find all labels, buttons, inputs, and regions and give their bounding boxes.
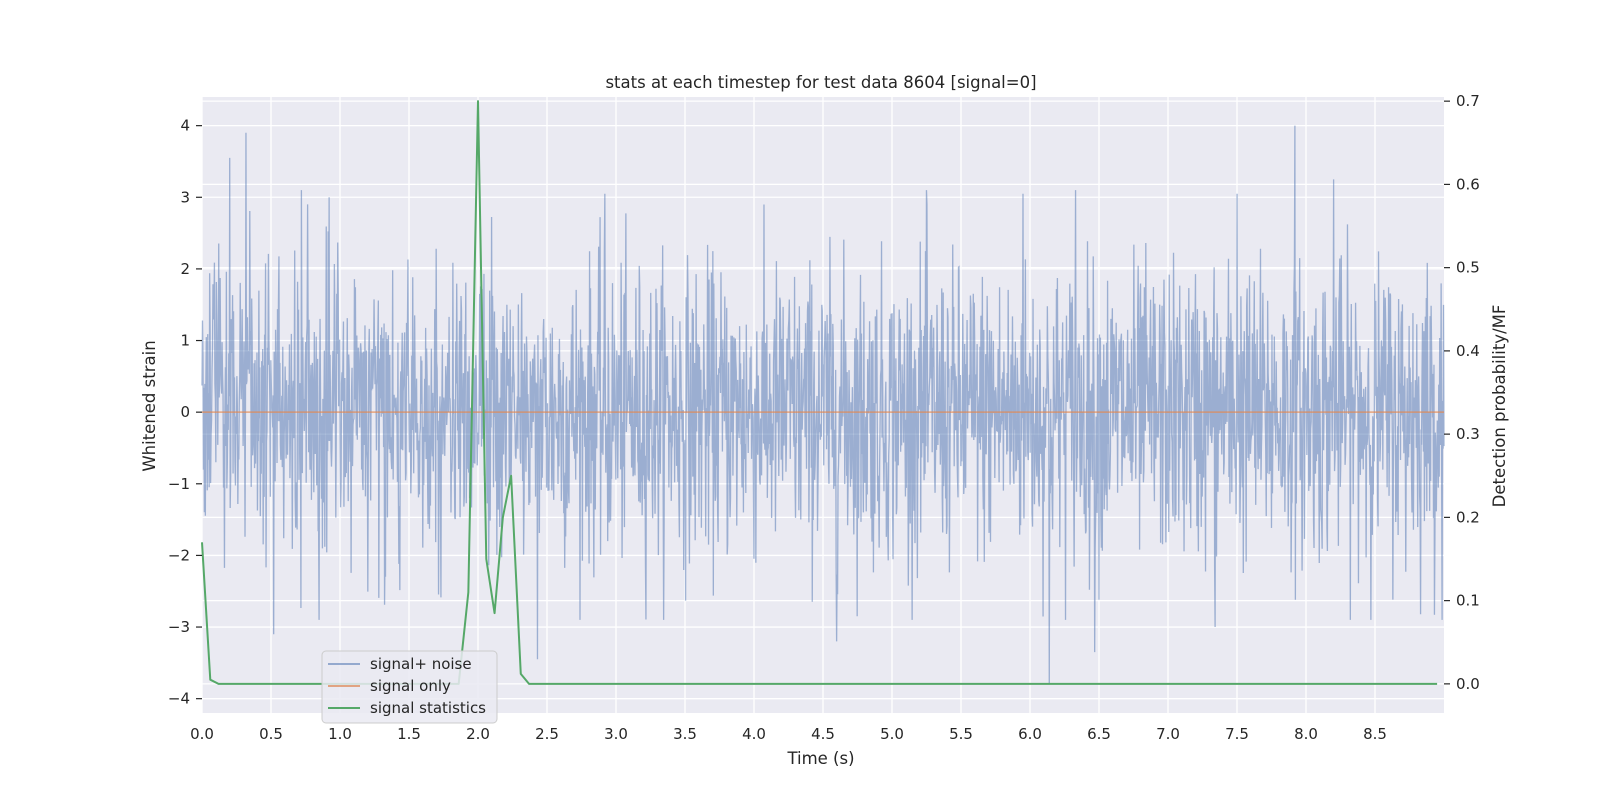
x-tick-label: 3.5 xyxy=(673,725,697,743)
y2-tick-label: 0.7 xyxy=(1456,92,1480,110)
series-line-signal-noise xyxy=(201,125,1445,685)
x-tick-label: 5.5 xyxy=(949,725,973,743)
x-tick-label: 7.5 xyxy=(1225,725,1249,743)
x-tick-label: 5.0 xyxy=(880,725,904,743)
x-tick-label: 6.0 xyxy=(1018,725,1042,743)
legend-box xyxy=(321,650,498,724)
y-axis-ticks: 4 3 2 1 0 −1 −2 −3 −4 xyxy=(168,117,202,708)
x-tick-label: 7.0 xyxy=(1156,725,1180,743)
x-tick-label: 2.5 xyxy=(535,725,559,743)
y-tick-label: 1 xyxy=(180,332,190,350)
x-tick-label: 4.5 xyxy=(811,725,835,743)
x-tick-label: 3.0 xyxy=(604,725,628,743)
plot-series xyxy=(201,100,1445,685)
x-tick-label: 1.0 xyxy=(328,725,352,743)
y2-tick-label: 0.0 xyxy=(1456,675,1480,693)
x-tick-label: 1.5 xyxy=(397,725,421,743)
y2-tick-label: 0.3 xyxy=(1456,425,1480,443)
x-tick-label: 4.0 xyxy=(742,725,766,743)
y2-axis-label: Detection probability/MF xyxy=(1490,305,1509,508)
x-tick-label: 2.0 xyxy=(466,725,490,743)
y-tick-label: 3 xyxy=(180,188,190,206)
y2-tick-label: 0.2 xyxy=(1456,508,1480,526)
y2-tick-label: 0.5 xyxy=(1456,259,1480,277)
legend-label-signal-only: signal only xyxy=(370,677,451,695)
y-tick-label: 2 xyxy=(180,260,190,278)
y-tick-label: 4 xyxy=(180,117,190,135)
y-axis-label: Whitened strain xyxy=(140,340,159,471)
x-axis-ticks: 0.0 0.5 1.0 1.5 2.0 2.5 3.0 3.5 4.0 4.5 5.0 5.5 6.0 6… xyxy=(190,725,1387,743)
y2-tick-label: 0.6 xyxy=(1456,175,1480,193)
x-tick-label: 8.0 xyxy=(1294,725,1318,743)
legend-label-signal-noise: signal+ noise xyxy=(370,655,472,673)
y-tick-label: −1 xyxy=(168,475,190,493)
x-tick-label: 0.0 xyxy=(190,725,214,743)
y-tick-label: −3 xyxy=(168,618,190,636)
x-tick-label: 8.5 xyxy=(1363,725,1387,743)
y2-tick-label: 0.4 xyxy=(1456,342,1480,360)
y2-tick-label: 0.1 xyxy=(1456,592,1480,610)
y-tick-label: −2 xyxy=(168,546,190,564)
legend-label-signal-statistics: signal statistics xyxy=(370,699,486,717)
y2-axis-ticks: 0.7 0.6 0.5 0.4 0.3 0.2 0.1 0.0 xyxy=(1444,92,1480,693)
x-axis-label: Time (s) xyxy=(786,749,854,768)
x-tick-label: 0.5 xyxy=(259,725,283,743)
x-tick-label: 6.5 xyxy=(1087,725,1111,743)
y-tick-label: −4 xyxy=(168,690,190,708)
chart-title: stats at each timestep for test data 860… xyxy=(605,73,1036,92)
series-line-signal-statistics xyxy=(201,100,1438,685)
y-tick-label: 0 xyxy=(180,403,190,421)
legend: signal+ noise signal only signal statist… xyxy=(321,650,498,724)
